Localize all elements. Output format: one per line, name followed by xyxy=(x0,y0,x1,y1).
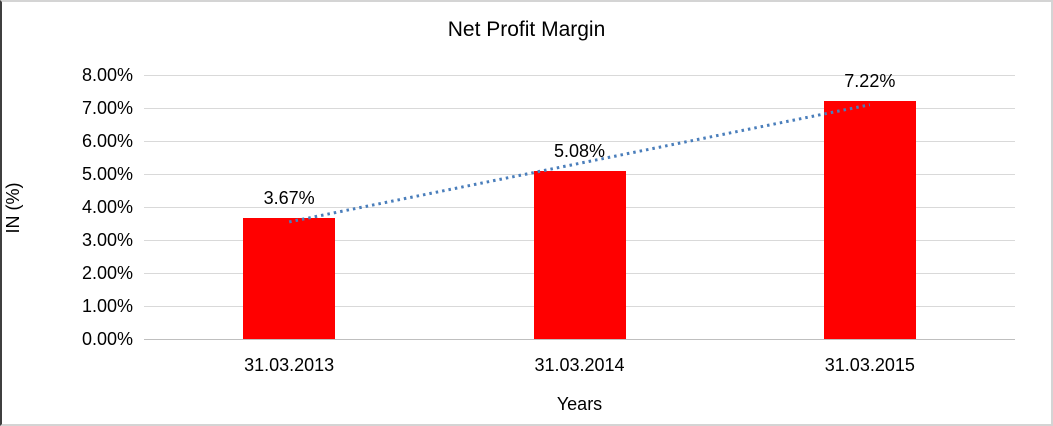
y-tick-label: 7.00% xyxy=(81,98,133,118)
x-tick-label: 31.03.2015 xyxy=(824,355,915,375)
bar xyxy=(823,100,916,339)
y-tick-label: 2.00% xyxy=(81,263,133,283)
gridline xyxy=(144,74,1015,76)
y-tick-label: 1.00% xyxy=(81,296,133,316)
x-tick-label: 31.03.2014 xyxy=(534,355,625,375)
y-tick-label: 4.00% xyxy=(81,197,133,217)
bar xyxy=(533,171,626,339)
y-tick-label: 3.00% xyxy=(81,230,133,250)
bar-value-label: 3.67% xyxy=(263,187,315,208)
bar-value-label: 7.22% xyxy=(844,70,896,91)
y-tick-label: 0.00% xyxy=(81,329,133,349)
x-tick-label: 31.03.2013 xyxy=(244,355,335,375)
y-tick-label: 5.00% xyxy=(81,164,133,184)
bar-value-label: 5.08% xyxy=(553,141,606,162)
x-axis-title: Years xyxy=(556,394,603,414)
y-tick-label: 6.00% xyxy=(81,131,133,151)
x-axis-line xyxy=(144,338,1015,340)
y-tick-label: 8.00% xyxy=(81,65,133,85)
bar xyxy=(243,217,336,339)
chart-title: Net Profit Margin xyxy=(447,18,606,41)
